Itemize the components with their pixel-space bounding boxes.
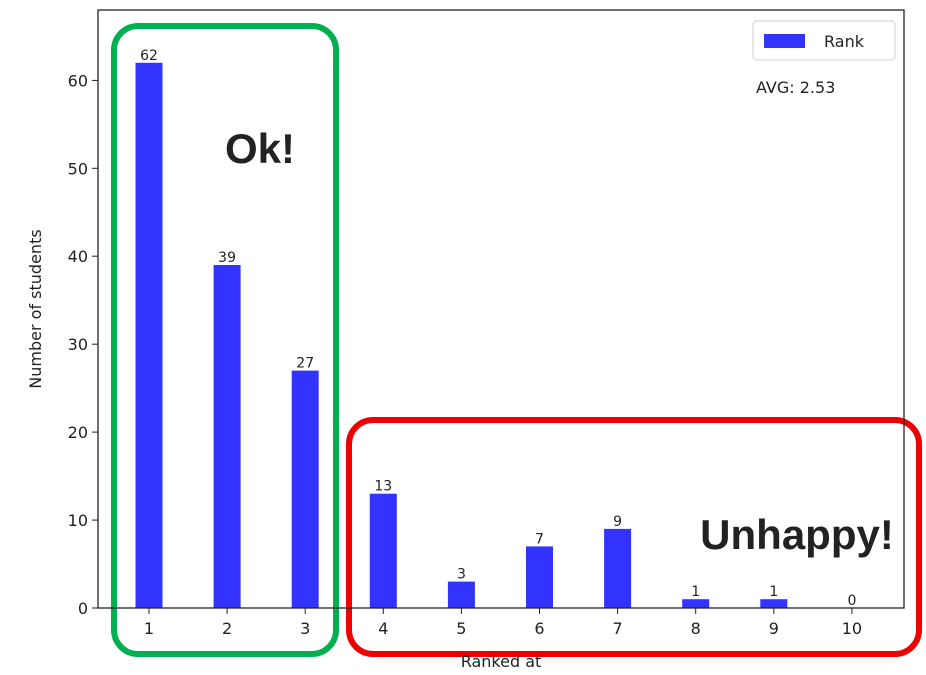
bar-value-label: 1 (769, 584, 778, 600)
unhappy-highlight-box (346, 417, 922, 657)
bar-value-label: 62 (140, 48, 158, 64)
x-tick-label: 5 (456, 619, 466, 638)
ok-annotation: Ok! (225, 125, 295, 172)
ok-highlight-box (111, 23, 339, 657)
plot-frame (97, 9, 905, 609)
legend-label: Rank (824, 32, 865, 51)
bar-value-label: 0 (847, 593, 856, 609)
bar-value-label: 9 (613, 514, 622, 530)
bar-3 (291, 370, 319, 608)
x-tick-label: 8 (691, 619, 701, 638)
x-axis-label: Ranked at (461, 652, 542, 671)
bar-value-label: 39 (218, 250, 236, 266)
y-tick-label: 30 (68, 335, 88, 354)
y-tick-label: 50 (68, 159, 88, 178)
bar-value-label: 7 (535, 531, 544, 547)
bar-4 (369, 493, 397, 608)
bar-8 (682, 599, 710, 608)
legend: Rank (752, 20, 896, 61)
y-tick-label: 40 (68, 247, 88, 266)
x-tick-label: 7 (613, 619, 623, 638)
bar-value-label: 13 (374, 479, 392, 495)
unhappy-annotation: Unhappy! (700, 511, 894, 558)
y-axis-label: Number of students (26, 229, 45, 388)
x-tick-label: 1 (144, 619, 154, 638)
x-tick-label: 3 (300, 619, 310, 638)
average-text: AVG: 2.53 (756, 78, 835, 97)
bars-group (135, 62, 788, 609)
x-tick-label: 6 (534, 619, 544, 638)
bar-value-label: 3 (457, 567, 466, 583)
x-axis-ticks: 1 2 3 4 5 6 7 8 9 10 (144, 608, 862, 638)
bar-2 (213, 265, 241, 608)
y-tick-label: 60 (68, 71, 88, 90)
x-tick-label: 10 (842, 619, 862, 638)
y-tick-label: 0 (78, 599, 88, 618)
legend-swatch (764, 34, 805, 48)
bar-7 (604, 528, 632, 608)
bar-1 (135, 62, 163, 609)
x-tick-label: 2 (222, 619, 232, 638)
bar-9 (760, 599, 788, 608)
y-tick-label: 20 (68, 423, 88, 442)
bar-6 (526, 546, 553, 608)
legend-box (752, 20, 896, 61)
bar-value-label: 1 (691, 584, 700, 600)
x-tick-label: 9 (769, 619, 779, 638)
y-axis-ticks: 0 10 20 30 40 50 60 (68, 71, 98, 618)
x-tick-label: 4 (378, 619, 388, 638)
bar-5 (447, 581, 475, 608)
y-tick-label: 10 (68, 511, 88, 530)
bar-value-label: 27 (296, 356, 314, 372)
